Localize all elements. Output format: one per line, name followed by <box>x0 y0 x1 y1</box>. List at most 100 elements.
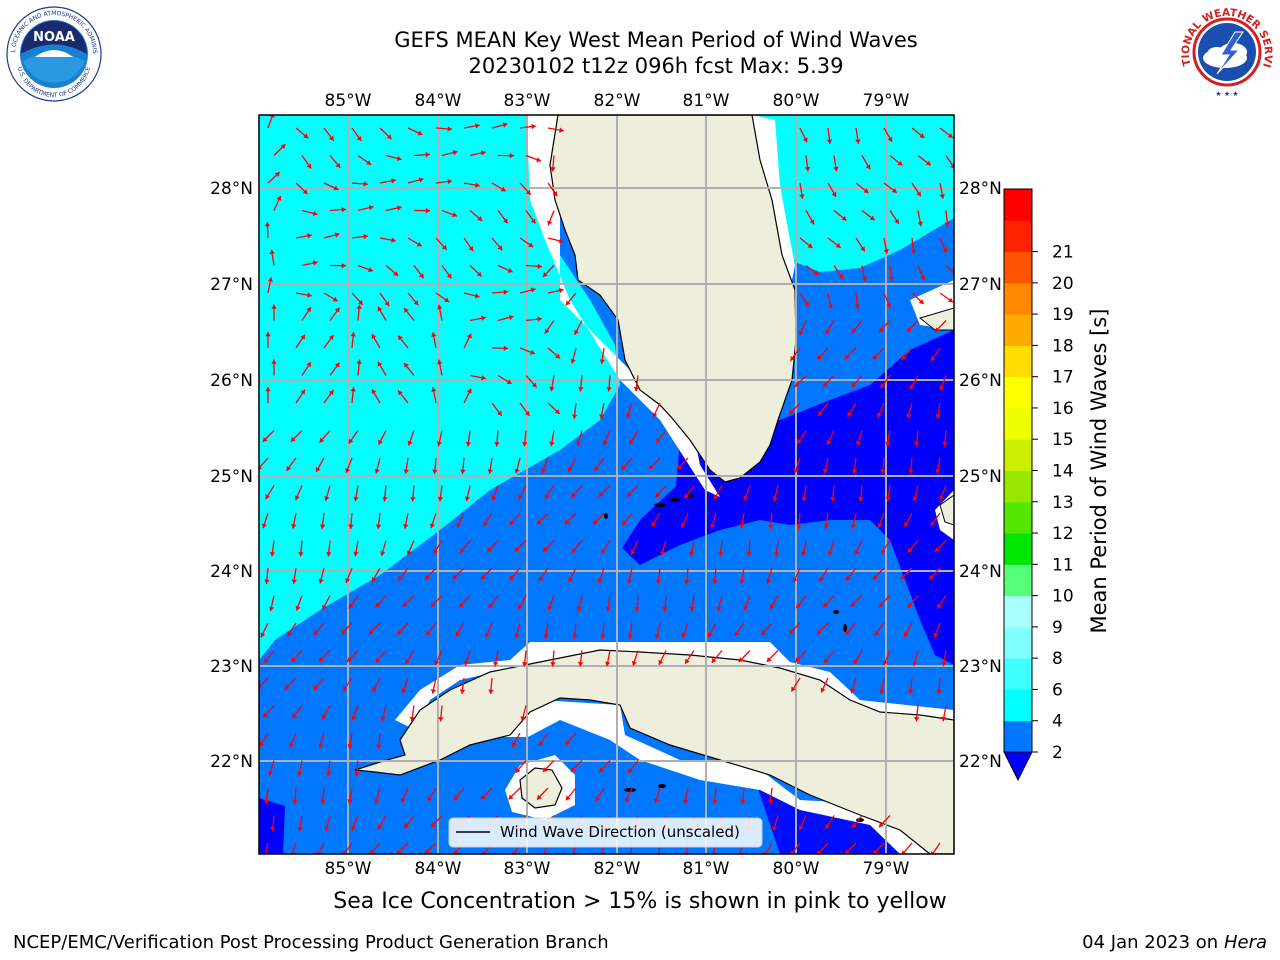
wind-arrow-head <box>284 684 290 690</box>
wind-arrow-shaft <box>931 842 941 854</box>
wind-arrow-head <box>530 218 536 224</box>
wind-arrow-head <box>662 606 668 612</box>
wind-arrow-head <box>460 469 466 474</box>
wind-arrow-head <box>431 387 437 392</box>
wind-arrow-head <box>823 524 830 529</box>
wind-arrow-head <box>481 315 486 321</box>
wind-arrow-head <box>788 629 794 635</box>
wind-arrow-head <box>491 495 497 501</box>
lon-label-bottom: 83°W <box>504 859 551 879</box>
wind-arrow-head <box>684 493 690 499</box>
wind-arrow-head <box>398 390 403 396</box>
wind-arrow-head <box>942 247 948 253</box>
colorbar-segment <box>1004 470 1032 503</box>
wind-arrow-head <box>363 233 368 240</box>
wind-arrow-head <box>329 135 334 141</box>
colorbar-tick-label: 12 <box>1052 524 1074 544</box>
colorbar-tick-label: 15 <box>1052 430 1074 450</box>
wind-arrow-head <box>525 189 531 195</box>
wind-arrow-head <box>599 359 605 364</box>
lon-label-top: 79°W <box>863 91 910 111</box>
wind-arrow-head <box>794 382 800 387</box>
wind-arrow-head <box>401 688 407 694</box>
wind-arrow-head <box>605 661 611 667</box>
wind-arrow-head <box>295 605 301 611</box>
wind-arrow-head <box>558 287 564 294</box>
wind-arrow-head <box>375 657 381 663</box>
wind-arrow-head <box>567 466 573 472</box>
wind-arrow-head <box>739 524 745 529</box>
wind-arrow-head <box>939 495 945 501</box>
wind-arrow-head <box>452 150 458 156</box>
wind-arrow-head <box>571 492 577 498</box>
wind-arrow-head <box>503 345 508 351</box>
wind-arrow-head <box>878 602 884 607</box>
wind-arrow-head <box>452 212 457 218</box>
wind-arrow-head <box>418 177 424 183</box>
mask-cuba-north <box>395 642 954 760</box>
wind-arrow-shaft <box>764 842 773 854</box>
wind-arrow-head <box>879 822 884 828</box>
wind-arrow-head <box>718 551 724 557</box>
wind-arrow-head <box>570 358 576 364</box>
colorbar-segment <box>1004 189 1032 221</box>
wind-arrow-head <box>482 850 488 854</box>
colorbar-tick-label: 14 <box>1052 462 1074 482</box>
wind-arrow-head <box>382 496 388 502</box>
wind-arrow-head <box>950 164 954 169</box>
colorbar-tick-label: 4 <box>1052 712 1063 732</box>
wind-arrow-head <box>357 299 363 305</box>
wind-arrow-head <box>822 468 829 474</box>
wind-arrow-head <box>683 799 689 804</box>
lon-label-top: 81°W <box>683 91 730 111</box>
wind-arrow-head <box>576 606 582 612</box>
wind-arrow-head <box>524 410 530 416</box>
wind-arrow-head <box>626 491 632 497</box>
wind-arrow-head <box>716 606 722 611</box>
wind-arrow-head <box>934 327 940 333</box>
wind-arrow-head <box>341 206 346 213</box>
wind-arrow-head <box>773 551 780 557</box>
footer-host: Hera <box>1223 932 1267 953</box>
wind-arrow-head <box>417 130 423 136</box>
wind-arrow-head <box>536 157 541 163</box>
wind-arrow-head <box>391 237 396 243</box>
wind-arrow-head <box>565 740 571 746</box>
wind-arrow-head <box>506 379 512 384</box>
wind-arrow-head <box>307 292 312 298</box>
wind-arrow-head <box>570 766 576 772</box>
lon-label-top: 83°W <box>504 91 551 111</box>
wind-arrow-head <box>861 276 867 282</box>
wind-arrow-head <box>312 260 318 266</box>
wind-arrow-head <box>565 795 571 801</box>
isle-of-youth-land <box>519 767 563 809</box>
wind-arrow-head <box>324 496 330 501</box>
wind-arrow-head <box>809 219 815 225</box>
wind-arrow-head <box>901 850 907 854</box>
wind-arrow-head <box>914 716 920 722</box>
wind-arrow-head <box>847 411 853 417</box>
lon-label-bottom: 85°W <box>325 859 372 879</box>
wind-arrow-shaft <box>317 842 325 854</box>
wind-arrow-head <box>712 579 718 584</box>
wind-arrow-head <box>629 439 635 445</box>
wind-arrow-head <box>334 307 340 313</box>
wind-arrow-head <box>918 299 924 304</box>
wind-arrow-head <box>446 273 452 279</box>
legend-label: Wind Wave Direction (unscaled) <box>500 823 740 841</box>
gulf-cyan-region <box>259 115 620 660</box>
wind-arrow-head <box>328 335 334 341</box>
wind-arrow-head <box>267 770 274 776</box>
wind-arrow-head <box>319 437 325 443</box>
wind-arrow-head <box>916 191 921 197</box>
colorbar-label: Mean Period of Wind Waves [s] <box>1087 309 1111 634</box>
wind-arrow-head <box>865 164 871 170</box>
wind-arrow-head <box>844 849 850 854</box>
wind-arrow-head <box>912 661 918 666</box>
wind-arrow-head <box>324 826 330 831</box>
wind-arrow-head <box>872 354 878 360</box>
wind-arrow-head <box>542 547 548 553</box>
wind-arrow-head <box>431 822 437 828</box>
wind-arrow-head <box>391 178 396 184</box>
wind-arrow-head <box>297 826 303 832</box>
